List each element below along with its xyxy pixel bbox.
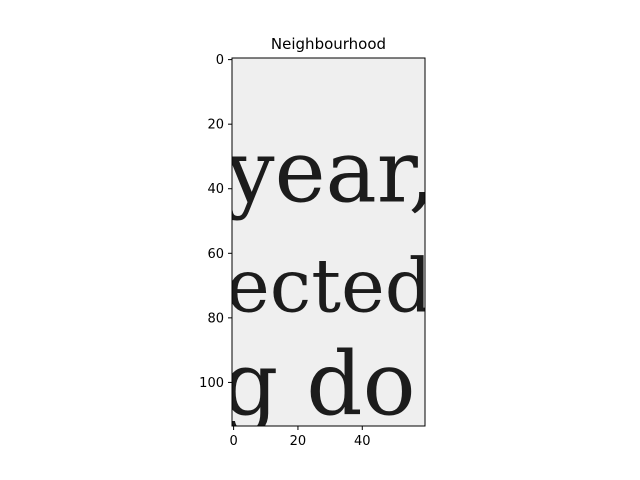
image-background <box>232 58 425 426</box>
x-axis-ticks: 0 20 40 <box>229 426 371 449</box>
y-tick-label: 100 <box>199 376 224 391</box>
image-text-row: ected <box>226 243 432 329</box>
axes-frame <box>231 57 426 427</box>
chart-title: Neighbourhood <box>271 35 386 53</box>
x-tick-label: 40 <box>354 434 371 449</box>
y-tick-label: 80 <box>207 311 224 326</box>
x-tick-label: 0 <box>229 434 237 449</box>
y-axis-ticks: 0 20 40 60 80 100 <box>199 53 232 391</box>
y-tick-label: 40 <box>207 182 224 197</box>
image-text-row: year, <box>225 123 436 223</box>
y-tick-label: 60 <box>207 247 224 262</box>
y-tick-label: 0 <box>216 53 224 68</box>
x-tick-label: 20 <box>290 434 307 449</box>
y-tick-label: 20 <box>207 118 224 133</box>
image-text-row: g do <box>222 333 416 436</box>
